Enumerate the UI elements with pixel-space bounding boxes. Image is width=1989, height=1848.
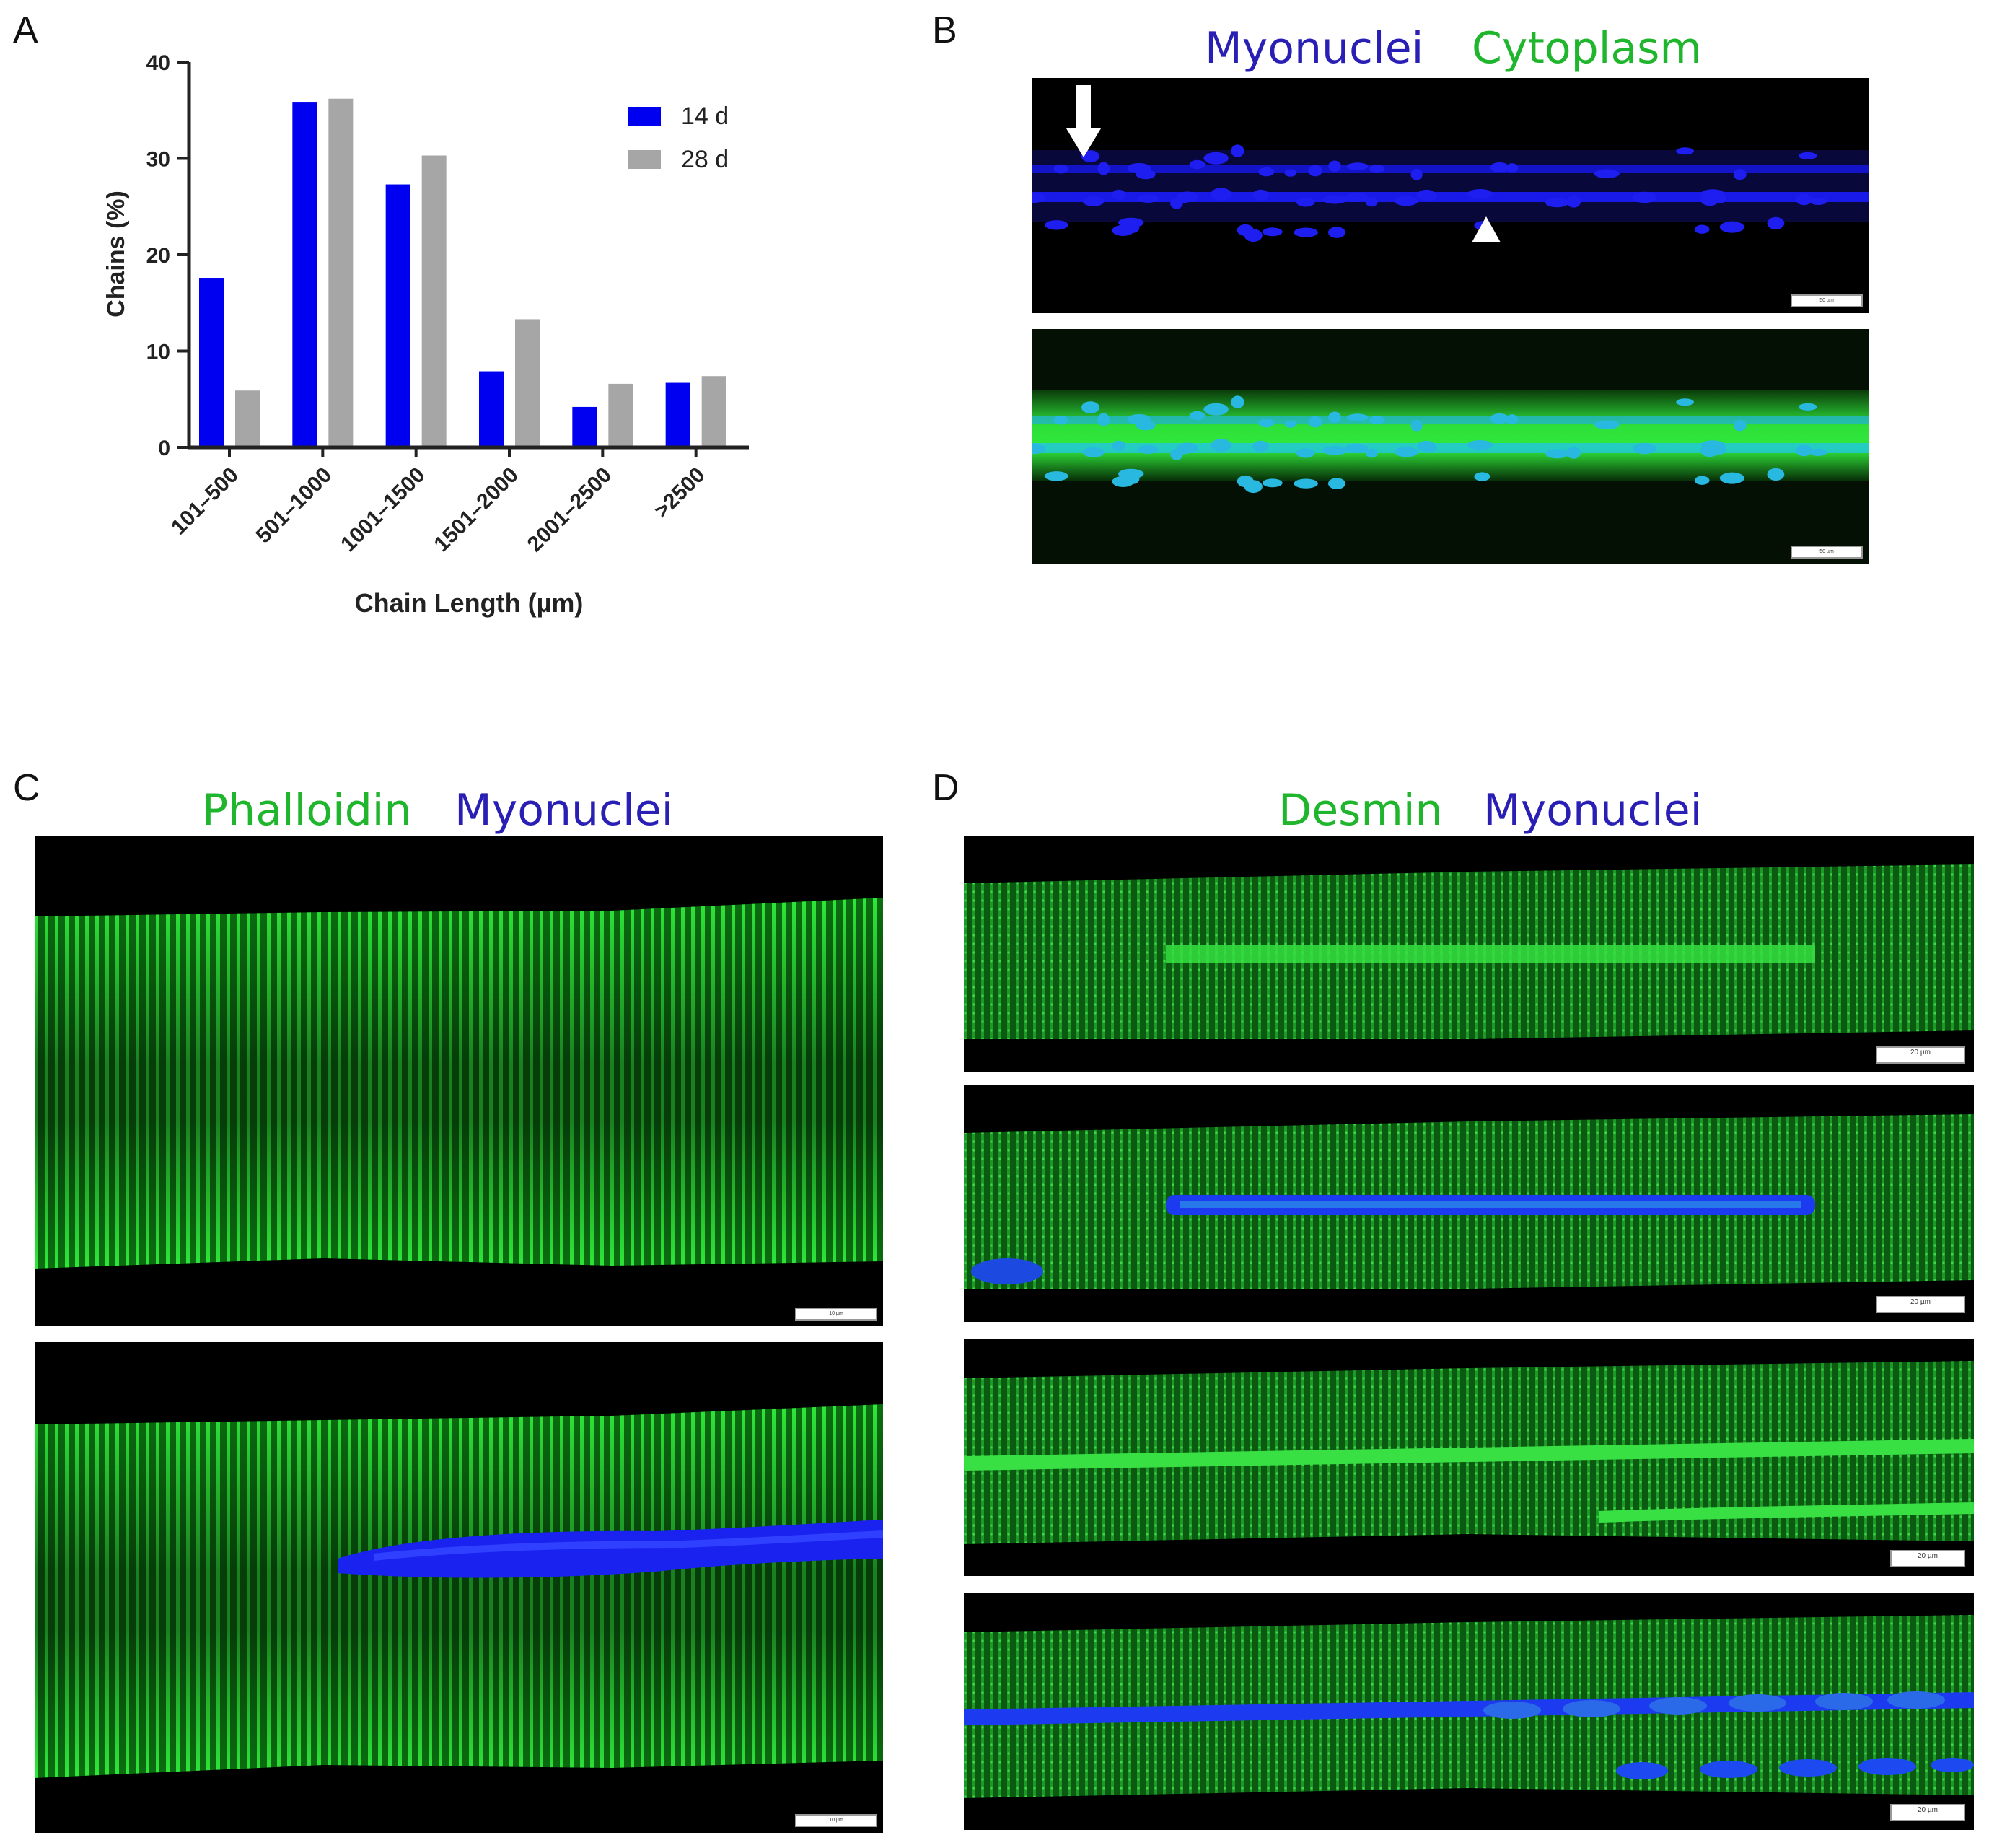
micrograph-b-cytoplasm: 50 µm (1032, 329, 1869, 564)
x-tick-label-4: 2001–2500 (523, 463, 617, 557)
y-tick-label-1: 10 (146, 341, 170, 364)
scale-bar-d4: 20 µm (1890, 1804, 1965, 1821)
scale-bar-d3: 20 µm (1890, 1550, 1965, 1567)
x-tick-label-0: 101–500 (167, 463, 243, 540)
micrograph-d-desmin-myonuclei-2: 20 µm (964, 1593, 1974, 1830)
x-tick-label-1: 501–1000 (252, 463, 337, 548)
micrograph-b-myonuclei: 50 µm (1032, 78, 1869, 313)
panel-letter-b: B (932, 9, 957, 51)
bar-chart-chain-length: 0 10 20 30 40 101–500 501–1000 1001–1500 1501–2… (102, 51, 749, 618)
panel-letter-a: A (13, 9, 38, 51)
bar-28d-1 (328, 98, 354, 448)
x-tick-label-2: 1001–1500 (336, 463, 430, 557)
scale-bar-c2: 10 µm (795, 1814, 877, 1827)
bar-14d-5 (665, 382, 690, 447)
scale-bar-b2: 50 µm (1791, 546, 1863, 559)
x-tick-label-5: >2500 (650, 463, 710, 523)
legend-label-14d: 14 d (681, 102, 729, 130)
bar-28d-2 (421, 155, 447, 447)
y-tick-label-0: 0 (158, 437, 170, 460)
bar-14d-1 (292, 102, 317, 447)
micrograph-d-desmin-1: 20 µm (964, 836, 1974, 1072)
panel-b-title-cytoplasm: Cytoplasm (1472, 23, 1702, 74)
panel-b-title-myonuclei: Myonuclei (1205, 23, 1424, 74)
scale-bar-c1: 10 µm (795, 1308, 877, 1321)
panel-c-title-myonuclei: Myonuclei (455, 785, 674, 836)
bar-14d-0 (199, 278, 224, 447)
legend-label-28d: 28 d (681, 146, 729, 173)
micrograph-d-desmin-2: 20 µm (964, 1339, 1974, 1576)
panel-c-title-phalloidin: Phalloidin (202, 785, 412, 836)
micrograph-d-desmin-myonuclei-1: 20 µm (964, 1085, 1974, 1322)
micrograph-c-phalloidin: 10 µm (35, 836, 883, 1326)
y-tick-label-3: 30 (146, 148, 170, 172)
x-tick-label-3: 1501–2000 (429, 463, 523, 557)
scale-bar-b1: 50 µm (1791, 294, 1863, 307)
scale-bar-d1: 20 µm (1876, 1046, 1965, 1064)
micrograph-c-phalloidin-myonuclei: 10 µm (35, 1342, 883, 1833)
legend-swatch-28d (628, 150, 661, 169)
bar-28d-3 (515, 319, 540, 447)
y-tick-label-4: 40 (146, 51, 170, 75)
bar-14d-4 (572, 406, 597, 447)
x-axis-label: Chain Length (µm) (355, 588, 584, 618)
y-tick-label-2: 20 (146, 244, 170, 268)
panel-d-title-myonuclei: Myonuclei (1483, 785, 1703, 836)
y-axis-label: Chains (%) (102, 191, 130, 318)
bar-28d-5 (701, 376, 726, 447)
bar-28d-4 (608, 383, 633, 447)
bar-14d-2 (385, 184, 410, 448)
scale-bar-d2: 20 µm (1876, 1296, 1965, 1313)
panel-d-title-desmin: Desmin (1278, 785, 1443, 836)
panel-letter-d: D (932, 767, 960, 809)
bar-28d-0 (235, 390, 260, 447)
bar-14d-3 (479, 371, 504, 447)
panel-letter-c: C (13, 767, 40, 809)
legend-swatch-14d (628, 107, 661, 126)
